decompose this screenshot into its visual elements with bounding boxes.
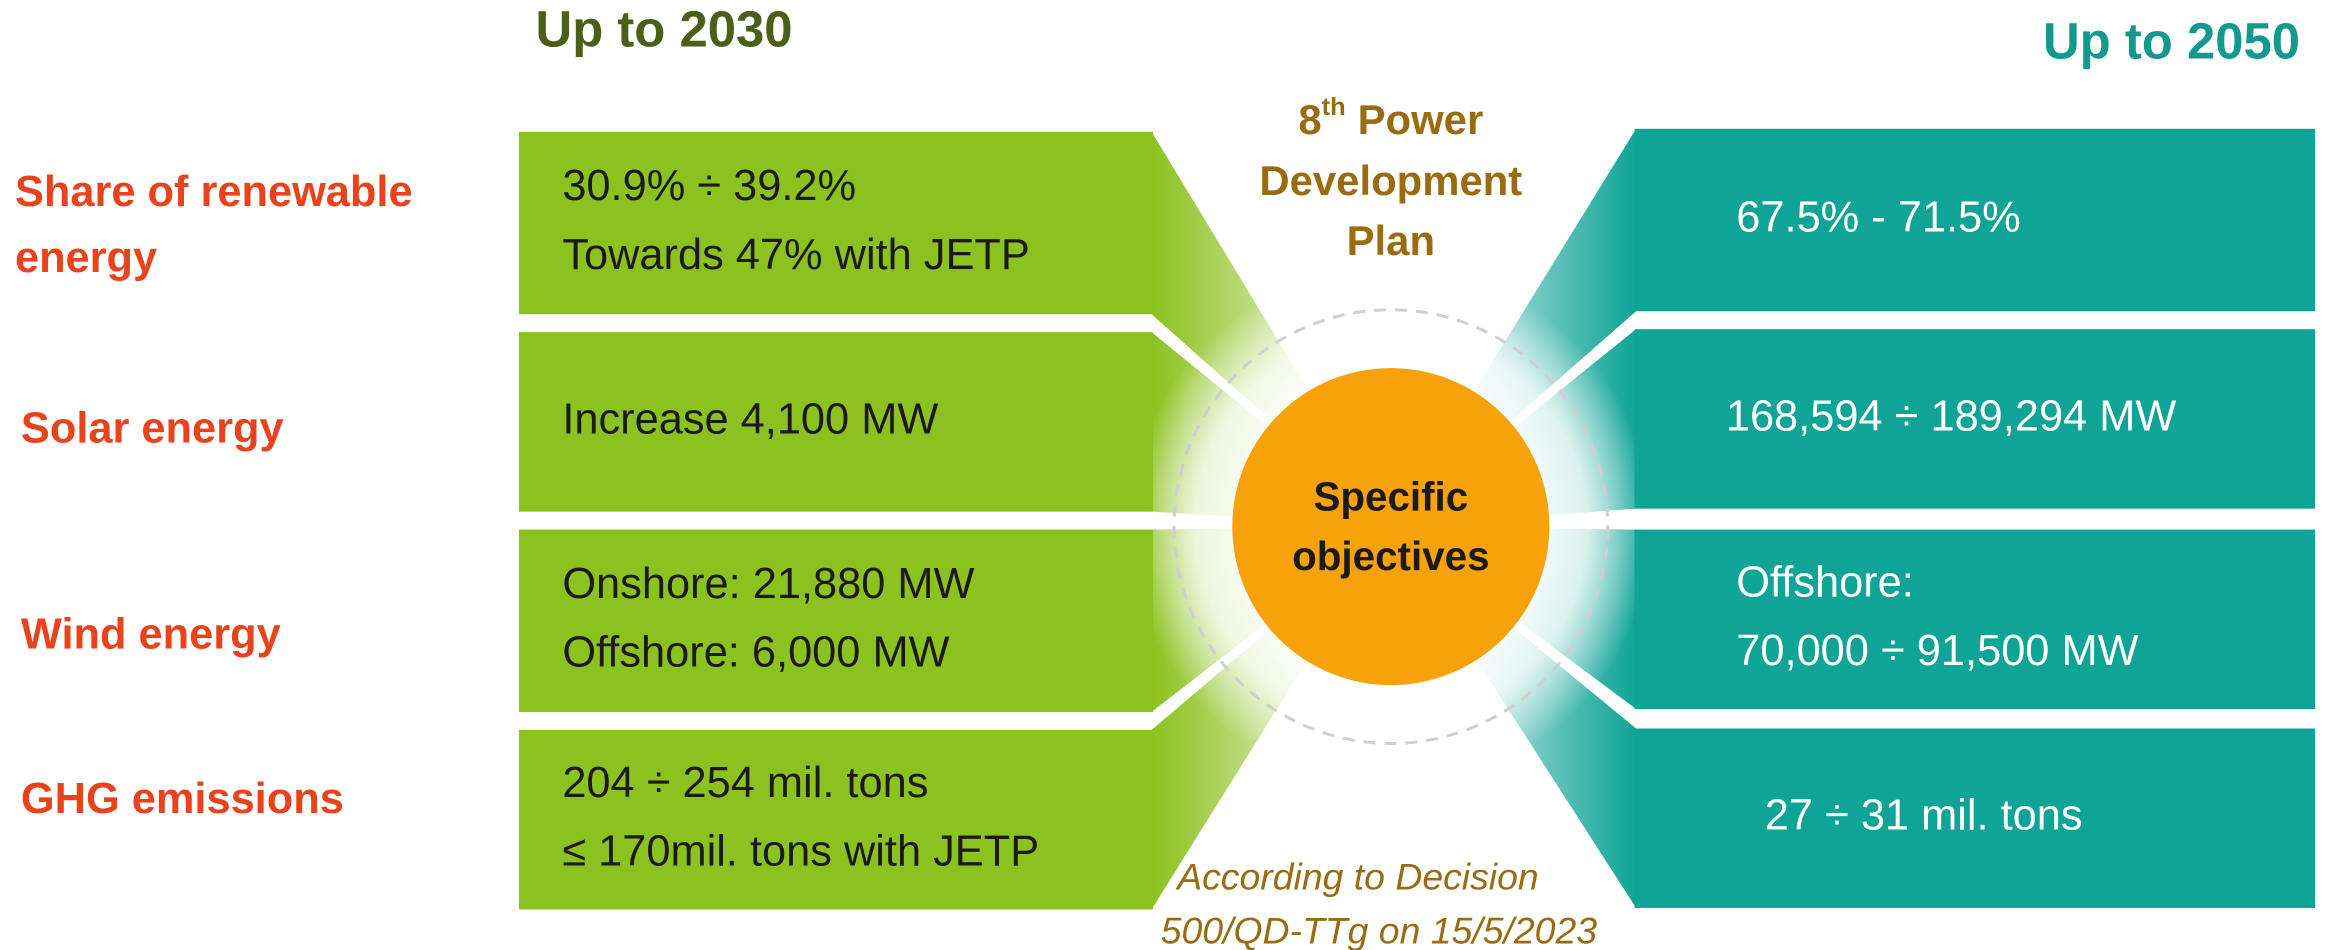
box-2030 <box>518 131 1154 315</box>
plan-suffix: th <box>1322 93 1346 121</box>
header-2050: Up to 2050 <box>2043 12 2300 69</box>
box-2050 <box>1634 529 2316 710</box>
value-2050: 168,594 ÷ 189,294 MW <box>1726 392 2177 440</box>
value-2050: 67.5% - 71.5% <box>1736 193 2020 241</box>
value-2030: Increase 4,100 MW <box>562 395 938 443</box>
row-label: Solar energy <box>21 404 284 452</box>
value-2030: Onshore: 21,880 MW <box>562 560 974 608</box>
plan-word: Plan <box>1347 217 1435 264</box>
row-label: GHG emissions <box>21 775 344 823</box>
row-label: Share of renewable <box>15 168 413 216</box>
box-2050 <box>1634 728 2316 908</box>
center-text: objectives <box>1292 533 1489 579</box>
box-2030 <box>518 332 1154 512</box>
value-2030: ≤ 170mil. tons with JETP <box>562 828 1039 876</box>
center-text: Specific <box>1313 473 1468 519</box>
plan-number: 8 <box>1298 96 1321 143</box>
value-2030: Towards 47% with JETP <box>562 231 1029 279</box>
value-2050: Offshore: <box>1736 558 1914 606</box>
dashed-ring <box>1172 308 1610 745</box>
plan-word: Development <box>1259 157 1522 204</box>
row-label: energy <box>15 234 157 282</box>
plan-title-line: 8th Power <box>1298 93 1483 143</box>
row-label: Wind energy <box>21 611 281 659</box>
value-2030: Offshore: 6,000 MW <box>562 629 949 677</box>
plan-word: Power <box>1358 96 1484 143</box>
value-2030: 30.9% ÷ 39.2% <box>562 162 856 210</box>
box-2030 <box>518 729 1154 910</box>
note: According to Decision <box>1175 855 1538 897</box>
box-2050 <box>1634 329 2316 509</box>
box-2030 <box>518 529 1154 713</box>
value-2050: 27 ÷ 31 mil. tons <box>1765 792 2083 840</box>
box-2050 <box>1634 128 2316 312</box>
value-2030: 204 ÷ 254 mil. tons <box>562 759 928 807</box>
center-circle <box>1232 368 1550 686</box>
note: 500/QD-TTg on 15/5/2023 <box>1161 909 1598 950</box>
value-2050: 70,000 ÷ 91,500 MW <box>1736 627 2138 675</box>
header-2030: Up to 2030 <box>535 1 792 58</box>
